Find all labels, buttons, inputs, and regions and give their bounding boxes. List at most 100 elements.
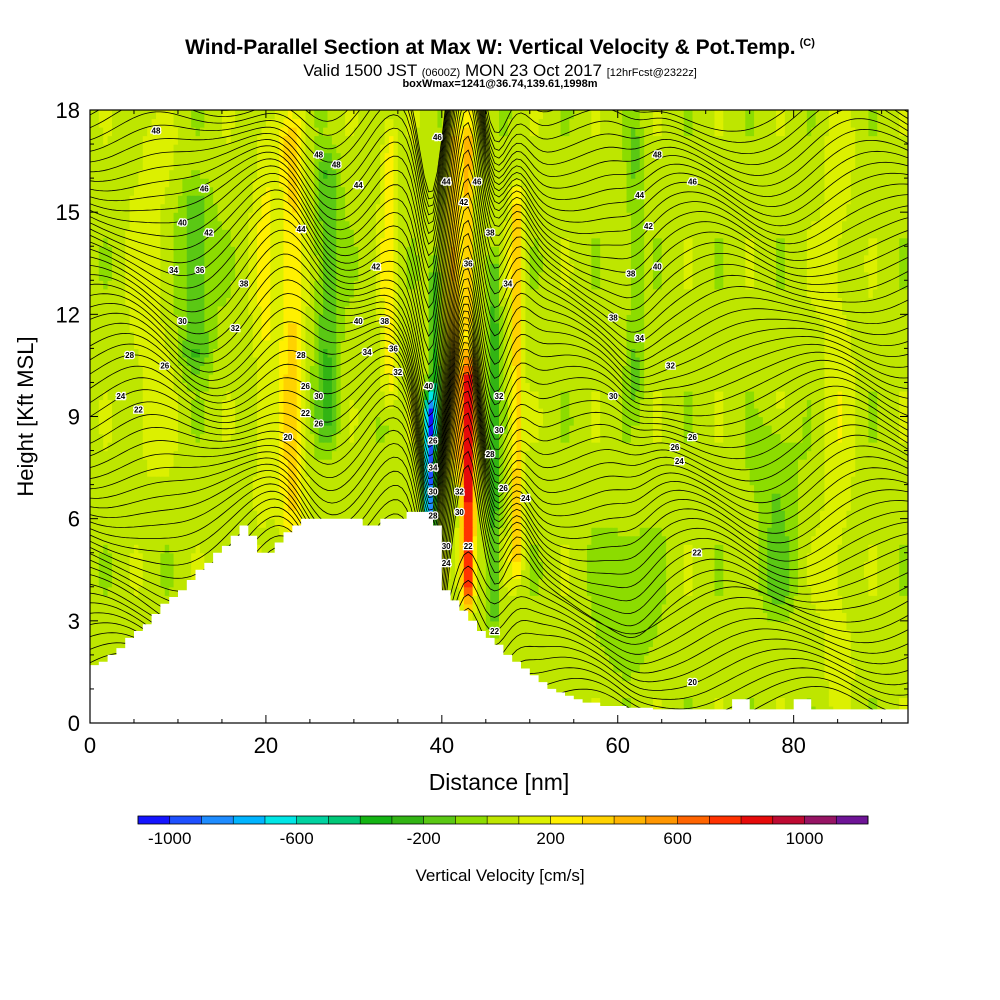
velocity-cell [635,637,641,647]
velocity-cell [762,544,768,554]
velocity-cell [793,612,799,622]
velocity-cell [776,527,782,537]
velocity-cell [90,637,95,647]
velocity-cell [318,501,324,511]
velocity-cell [103,595,109,605]
velocity-cell [463,561,469,571]
velocity-cell [736,552,742,562]
velocity-cell [710,535,716,545]
velocity-cell [556,544,562,554]
velocity-cell [133,603,139,613]
velocity-cell [890,637,896,647]
velocity-cell [837,612,843,622]
velocity-cell [569,654,575,664]
velocity-cell [573,535,579,545]
velocity-cell [630,493,636,503]
velocity-cell [468,586,474,596]
velocity-cell [798,586,804,596]
velocity-cell [701,629,707,639]
velocity-cell [125,535,131,545]
velocity-cell [169,501,175,511]
velocity-cell [824,612,830,622]
velocity-cell [147,544,153,554]
velocity-cell [604,561,610,571]
velocity-cell [591,527,597,537]
velocity-cell [758,603,764,613]
velocity-cell [745,646,751,656]
velocity-cell [718,552,724,562]
velocity-cell [604,680,610,690]
velocity-cell [199,527,205,537]
velocity-cell [147,493,153,503]
velocity-cell [160,586,166,596]
velocity-cell [701,578,707,588]
velocity-cell [652,535,658,545]
velocity-cell [512,501,518,511]
velocity-cell [213,501,219,511]
velocity-cell [446,578,452,588]
velocity-cell [485,620,491,630]
velocity-cell [789,544,795,554]
velocity-cell [494,493,500,503]
velocity-cell [582,629,588,639]
velocity-cell [129,603,135,613]
velocity-cell [806,654,812,664]
velocity-cell [375,518,381,528]
velocity-cell [195,544,201,554]
velocity-cell [309,493,315,503]
velocity-cell [90,646,95,656]
velocity-cell [661,688,667,699]
velocity-cell [815,535,821,545]
velocity-cell [226,535,232,545]
velocity-cell [551,518,557,528]
velocity-cell [745,578,751,588]
velocity-cell [784,671,790,682]
velocity-cell [767,603,773,613]
velocity-cell [824,680,830,690]
velocity-cell [648,586,654,596]
velocity-cell [749,629,755,639]
velocity-cell [903,527,908,537]
velocity-cell [894,527,900,537]
velocity-cell [177,544,183,554]
velocity-cell [485,603,491,613]
velocity-cell [758,510,764,520]
velocity-cell [872,680,878,690]
velocity-cell [850,620,856,630]
velocity-cell [802,535,808,545]
velocity-cell [138,569,144,579]
velocity-cell [740,518,746,528]
velocity-cell [683,544,689,554]
velocity-cell [657,595,663,605]
velocity-cell [652,663,658,673]
velocity-cell [98,501,104,511]
velocity-cell [644,697,650,707]
velocity-cell [507,552,513,562]
velocity-cell [582,518,588,528]
velocity-cell [516,637,522,647]
velocity-cell [600,680,606,690]
velocity-cell [661,578,667,588]
velocity-cell [151,603,157,613]
velocity-cell [855,629,861,639]
velocity-cell [705,569,711,579]
velocity-cell [806,680,812,690]
velocity-cell [600,620,606,630]
velocity-cell [534,646,540,656]
velocity-cell [591,680,597,690]
velocity-cell [111,578,117,588]
velocity-cell [538,663,544,673]
velocity-cell [868,535,874,545]
velocity-cell [604,569,610,579]
velocity-cell [270,501,276,511]
velocity-cell [727,569,733,579]
velocity-cell [692,671,698,682]
velocity-cell [740,671,746,682]
velocity-cell [837,629,843,639]
velocity-cell [652,561,658,571]
velocity-cell [661,637,667,647]
velocity-cell [859,680,865,690]
velocity-cell [529,603,535,613]
velocity-cell [600,688,606,699]
velocity-cell [450,578,456,588]
